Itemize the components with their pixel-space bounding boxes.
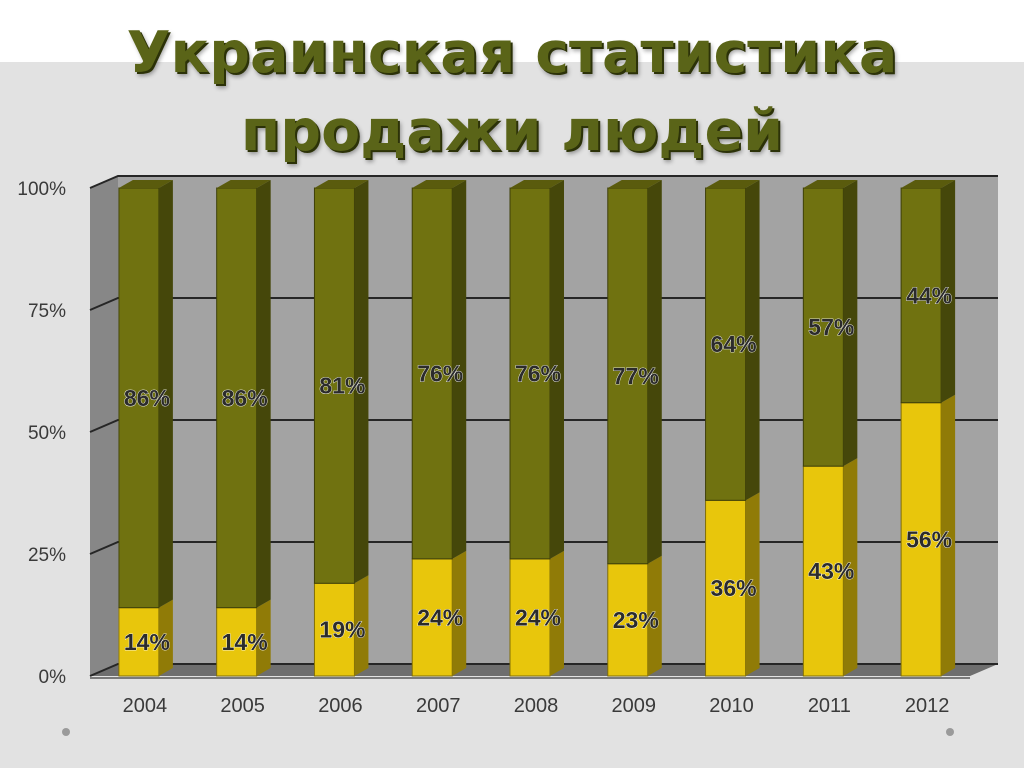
bar-segment-side	[354, 180, 369, 584]
bar-top	[510, 180, 564, 188]
bar-segment-side	[158, 180, 173, 608]
x-tick-label: 2011	[808, 695, 851, 717]
bar-segment-side	[745, 492, 760, 676]
data-label: 19%	[319, 617, 365, 643]
bar-segment	[216, 607, 258, 677]
bar-segment-side	[941, 394, 956, 676]
bar-segment-side	[941, 180, 956, 403]
bar-segment	[509, 558, 551, 677]
x-tick-label: 2012	[905, 695, 950, 717]
data-label: 76%	[417, 360, 463, 386]
bar-top	[803, 180, 858, 188]
bar-segment-side	[550, 180, 564, 559]
bar-segment	[411, 187, 453, 560]
gridline	[89, 297, 998, 311]
bar-segment	[705, 499, 747, 677]
x-tick-label: 2008	[514, 695, 559, 717]
bar-segment-side	[256, 180, 271, 608]
data-label: 81%	[319, 373, 365, 399]
data-label: 36%	[711, 575, 757, 601]
y-tick-label: 25%	[28, 545, 66, 566]
data-label: 77%	[613, 363, 659, 389]
bar-segment-side	[452, 550, 467, 676]
data-label: 14%	[124, 629, 170, 655]
bar-segment-side	[647, 555, 662, 676]
bar-top	[705, 180, 760, 188]
bar-top	[901, 180, 956, 188]
title-line-1: Украинская статистика	[126, 20, 898, 86]
gridline	[89, 663, 998, 677]
gridline	[89, 419, 998, 433]
data-label: 14%	[222, 629, 268, 655]
bar-segment	[802, 187, 844, 467]
bar-top	[412, 180, 467, 188]
bar-segment-side	[354, 575, 369, 676]
data-label: 57%	[808, 314, 854, 340]
slide-dot-left	[62, 728, 70, 736]
x-tick-label: 2006	[318, 695, 363, 717]
bar-top	[314, 180, 369, 188]
bar-top	[118, 180, 173, 188]
data-label: 86%	[222, 385, 268, 411]
bar-segment	[216, 187, 258, 609]
slide-title: Украинская статистика продажи людей	[0, 14, 1024, 170]
gridline	[89, 541, 998, 555]
bar-segment	[607, 187, 649, 565]
bar-top	[216, 180, 271, 188]
data-label: 43%	[808, 558, 854, 584]
y-tick-label: 100%	[17, 179, 66, 200]
bar-segment	[118, 187, 160, 609]
bar-segment	[900, 187, 942, 404]
bar-segment-side	[452, 180, 467, 559]
bar-segment-side	[843, 458, 858, 676]
bar-segment-side	[550, 550, 564, 676]
data-label: 86%	[124, 385, 170, 411]
x-tick-label: 2007	[416, 695, 461, 717]
gridline	[89, 175, 998, 189]
x-tick-label: 2004	[123, 695, 168, 717]
bar-segment	[118, 607, 160, 677]
x-tick-label: 2009	[612, 695, 657, 717]
bar-segment-side	[843, 180, 858, 467]
bar-segment-side	[647, 180, 662, 564]
data-label: 64%	[711, 331, 757, 357]
bar-segment	[313, 187, 355, 584]
x-tick-label: 2005	[220, 695, 265, 717]
bar-segment-side	[158, 599, 173, 676]
bar-segment	[900, 402, 942, 677]
data-label: 23%	[613, 607, 659, 633]
slide-dot-right	[946, 728, 954, 736]
data-label: 24%	[417, 604, 463, 630]
title-line-2: продажи людей	[240, 98, 784, 164]
bar-top	[607, 180, 662, 188]
bar-segment	[313, 582, 355, 677]
data-label: 24%	[515, 604, 561, 630]
y-tick-label: 0%	[39, 667, 67, 688]
data-label: 56%	[906, 526, 952, 552]
y-tick-label: 50%	[28, 423, 66, 444]
y-tick-label: 75%	[28, 301, 66, 322]
data-label: 44%	[906, 282, 952, 308]
data-label: 76%	[515, 360, 561, 386]
bar-segment-side	[256, 599, 271, 676]
bar-segment-side	[745, 180, 760, 501]
bar-segment	[705, 187, 747, 501]
x-tick-label: 2010	[709, 695, 754, 717]
